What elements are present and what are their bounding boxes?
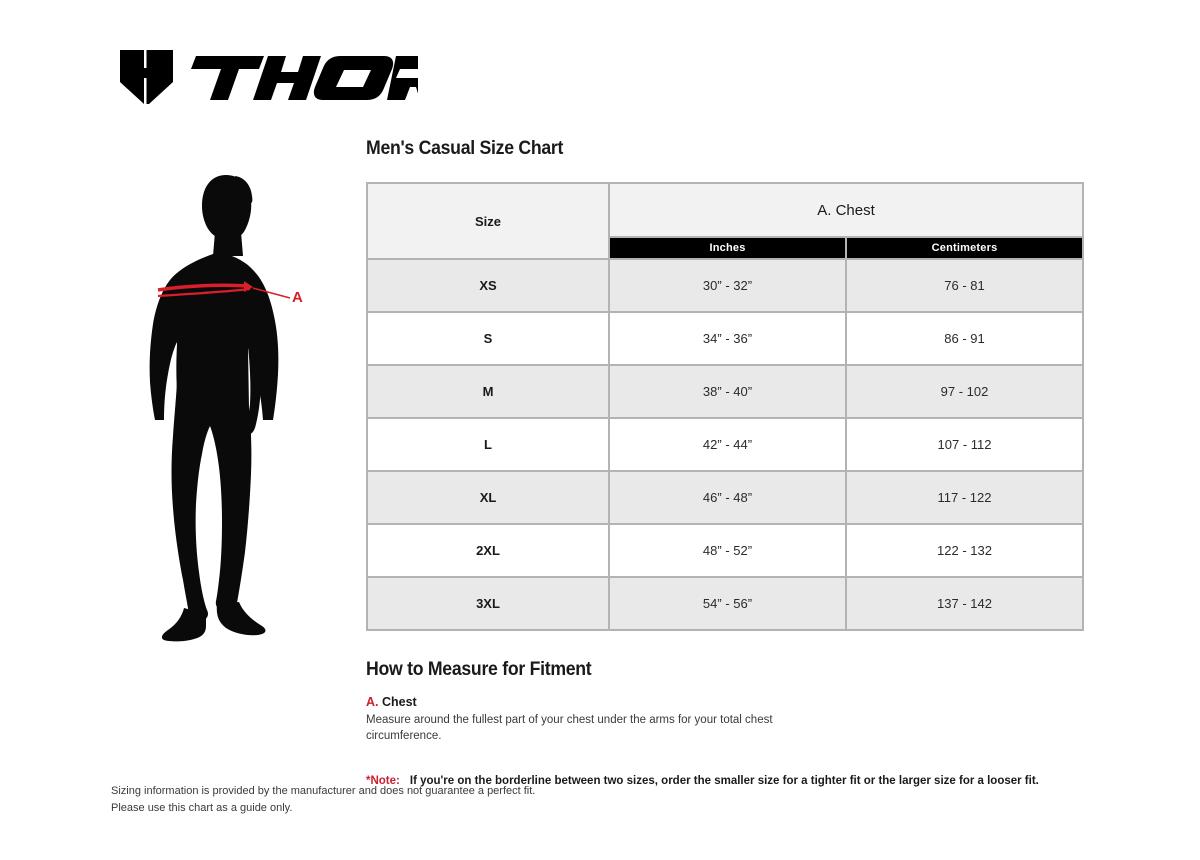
measure-item-description: Measure around the fullest part of your … — [366, 714, 773, 743]
cell-size: S — [366, 313, 610, 366]
cell-size: 2XL — [366, 525, 610, 578]
cell-size: 3XL — [366, 578, 610, 631]
chest-measure-line — [157, 281, 291, 299]
note-flag: *Note: — [366, 774, 400, 787]
column-header-size: Size — [366, 182, 610, 260]
thor-wordmark — [191, 56, 418, 100]
content-column: Men's Casual Size Chart Size A. Chest In… — [366, 138, 1086, 787]
cell-centimeters: 122 - 132 — [847, 525, 1084, 578]
table-header: Size A. Chest Inches Centimeters — [366, 182, 1084, 260]
cell-centimeters: 117 - 122 — [847, 472, 1084, 525]
cell-inches: 30” - 32” — [610, 260, 847, 313]
cell-inches: 54” - 56” — [610, 578, 847, 631]
note-line: *Note: If you're on the borderline betwee… — [366, 775, 1086, 787]
cell-inches: 48” - 52” — [610, 525, 847, 578]
chest-measure-label: A — [292, 289, 303, 306]
table-header-row-units: Inches Centimeters — [366, 238, 1084, 260]
how-to-measure-section: How to Measure for Fitment A. Chest Meas… — [366, 659, 1086, 787]
cell-size: XS — [366, 260, 610, 313]
cell-size: XL — [366, 472, 610, 525]
measure-item-letter: A. — [366, 695, 379, 709]
cell-inches: 38” - 40” — [610, 366, 847, 419]
cell-centimeters: 137 - 142 — [847, 578, 1084, 631]
note-text: If you're on the borderline between two … — [409, 774, 1039, 787]
cell-centimeters: 76 - 81 — [847, 260, 1084, 313]
table-header-row-top: Size A. Chest — [366, 182, 1084, 260]
cell-centimeters: 97 - 102 — [847, 366, 1084, 419]
footer-line-1: Sizing information is provided by the ma… — [111, 785, 536, 797]
cell-size: L — [366, 419, 610, 472]
table-row: 3XL 54” - 56” 137 - 142 — [366, 578, 1084, 631]
cell-centimeters: 107 - 112 — [847, 419, 1084, 472]
size-chart-table: Size A. Chest Inches Centimeters XS 30” … — [366, 182, 1084, 631]
cell-inches: 34” - 36” — [610, 313, 847, 366]
cell-inches: 46” - 48” — [610, 472, 847, 525]
cell-centimeters: 86 - 91 — [847, 313, 1084, 366]
male-torso-silhouette-icon — [149, 175, 279, 642]
thor-shield-t-logo-icon — [120, 50, 173, 104]
table-body: XS 30” - 32” 76 - 81 S 34” - 36” 86 - 91… — [366, 260, 1084, 631]
table-row: XS 30” - 32” 76 - 81 — [366, 260, 1084, 313]
body-measurement-illustration: A — [140, 168, 330, 648]
table-row: XL 46” - 48” 117 - 122 — [366, 472, 1084, 525]
table-row: L 42” - 44” 107 - 112 — [366, 419, 1084, 472]
column-group-header-chest: A. Chest — [610, 182, 1084, 239]
measure-item-label: A. Chest — [366, 695, 1086, 709]
brand-logo — [118, 48, 418, 108]
cell-inches: 42” - 44” — [610, 419, 847, 472]
measure-item-name: Chest — [381, 695, 417, 709]
cell-size: M — [366, 366, 610, 419]
column-header-inches: Inches — [610, 238, 847, 260]
page-title: Men's Casual Size Chart — [366, 138, 564, 159]
footer-disclaimer: Sizing information is provided by the ma… — [111, 783, 535, 816]
how-to-measure-heading: How to Measure for Fitment — [366, 659, 592, 680]
table-row: M 38” - 40” 97 - 102 — [366, 366, 1084, 419]
footer-line-2: Please use this chart as a guide only. — [111, 801, 293, 814]
column-header-centimeters: Centimeters — [847, 238, 1084, 260]
table-row: 2XL 48” - 52” 122 - 132 — [366, 525, 1084, 578]
table-row: S 34” - 36” 86 - 91 — [366, 313, 1084, 366]
